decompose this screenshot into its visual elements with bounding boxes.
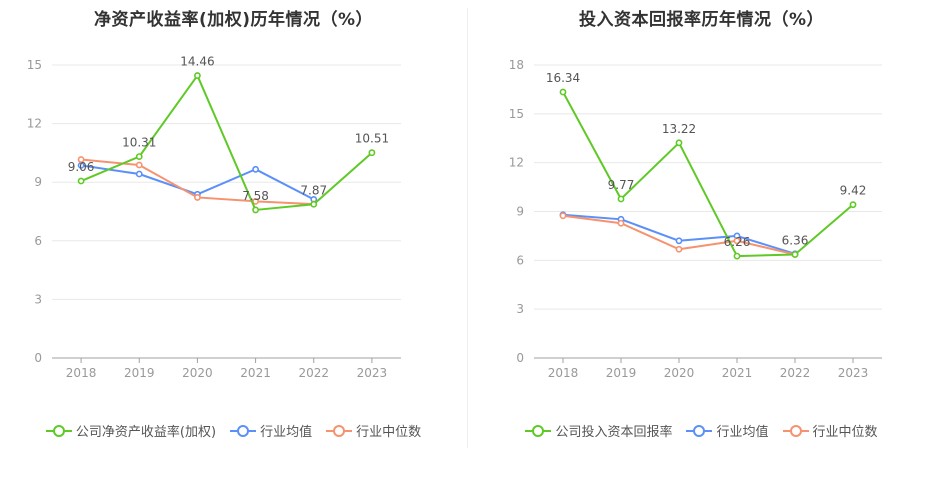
data-label: 9.42 <box>840 184 867 198</box>
series-line-company <box>562 91 854 258</box>
legend-median-label: 行业中位数 <box>812 425 878 440</box>
data-point-median <box>194 194 201 201</box>
roe-chart-title: 净资产收益率(加权)历年情况（%） <box>93 10 374 30</box>
x-tick-label: 2023 <box>357 366 388 380</box>
y-tick-label: 18 <box>509 58 524 72</box>
y-tick-label: 15 <box>509 107 524 121</box>
y-tick-label: 6 <box>516 253 524 267</box>
data-label: 7.58 <box>242 189 269 203</box>
x-tick-label: 2019 <box>606 366 637 380</box>
series-line-company <box>80 74 373 211</box>
y-tick-label: 9 <box>34 175 42 189</box>
data-point-median <box>675 245 683 253</box>
data-point-company <box>559 88 567 96</box>
x-tick-label: 2020 <box>182 366 213 380</box>
roe-chart-legend: 公司净资产收益率(加权) 行业均值 行业中位数 <box>0 421 467 440</box>
legend-avg-line-icon <box>686 424 713 438</box>
roic-chart-plot: 0 3 6 9 12 15 18 2018 2019 2020 2021 2022 2023 16.34 9… <box>509 58 882 380</box>
data-point-median <box>252 197 259 205</box>
data-point-median <box>77 156 85 163</box>
data-point-median <box>135 161 143 169</box>
roic-chart-title: 投入资本回报率历年情况（%） <box>578 10 825 30</box>
roe-chart-plot: 0 3 6 9 12 15 2018 2019 2020 2021 2022 2023 9.06 10.3… <box>27 55 401 380</box>
data-point-company <box>77 177 85 185</box>
data-point-avg <box>252 165 259 173</box>
y-tick-label: 15 <box>27 58 42 72</box>
data-point-company <box>310 200 318 208</box>
data-point-median <box>733 237 741 245</box>
x-tick-label: 2023 <box>838 366 869 380</box>
data-point-company <box>252 206 259 214</box>
x-tick-label: 2021 <box>240 366 271 380</box>
legend-item-industry-median[interactable]: 行业中位数 <box>326 421 421 440</box>
roic-chart-panel: 投入资本回报率历年情况（%） 0 3 6 9 12 15 18 2018 2019 2020 202… <box>468 0 935 480</box>
legend-company-line-icon <box>525 424 552 438</box>
legend-company-label: 公司净资产收益率(加权) <box>75 425 217 440</box>
y-tick-label: 9 <box>516 205 524 219</box>
legend-company-label: 公司投入资本回报率 <box>555 425 673 440</box>
legend-item-company-roic[interactable]: 公司投入资本回报率 <box>525 421 672 440</box>
legend-item-company-roe[interactable]: 公司净资产收益率(加权) <box>45 421 217 440</box>
panel-divider <box>467 8 468 448</box>
legend-median-line-icon <box>326 424 353 438</box>
data-label: 9.06 <box>68 160 95 174</box>
legend-median-label: 行业中位数 <box>356 425 422 440</box>
data-point-company <box>849 201 857 209</box>
roic-chart-legend: 公司投入资本回报率 行业均值 行业中位数 <box>468 421 935 440</box>
y-tick-label: 0 <box>34 351 42 365</box>
legend-avg-label: 行业均值 <box>260 425 313 440</box>
legend-median-line-icon <box>782 424 809 438</box>
data-point-company <box>135 153 143 161</box>
data-point-avg <box>675 237 683 245</box>
x-tick-label: 2019 <box>124 366 155 380</box>
data-label: 14.46 <box>180 55 214 69</box>
data-label: 16.34 <box>546 71 580 85</box>
x-tick-label: 2022 <box>780 366 811 380</box>
x-tick-label: 2018 <box>66 366 97 380</box>
x-tick-label: 2020 <box>664 366 695 380</box>
data-point-company <box>617 195 625 203</box>
data-point-median <box>559 212 567 220</box>
data-label: 10.51 <box>355 132 389 146</box>
legend-avg-label: 行业均值 <box>716 425 769 440</box>
x-tick-label: 2018 <box>548 366 579 380</box>
y-tick-label: 12 <box>509 156 524 170</box>
data-point-company <box>368 149 376 157</box>
legend-company-line-icon <box>45 424 72 438</box>
y-tick-label: 12 <box>27 117 42 131</box>
legend-item-industry-avg[interactable]: 行业均值 <box>230 421 312 440</box>
data-point-avg <box>135 170 143 178</box>
x-tick-label: 2021 <box>722 366 753 380</box>
data-point-company <box>194 72 201 79</box>
y-tick-label: 3 <box>34 292 42 306</box>
data-label: 10.31 <box>122 136 156 150</box>
data-label: 6.36 <box>782 233 809 247</box>
y-tick-label: 3 <box>516 302 524 316</box>
legend-avg-line-icon <box>230 424 257 438</box>
data-label: 6.26 <box>724 235 751 249</box>
y-tick-label: 0 <box>516 351 524 365</box>
data-label: 7.87 <box>300 183 327 197</box>
legend-item-industry-median[interactable]: 行业中位数 <box>782 421 878 440</box>
legend-item-industry-avg[interactable]: 行业均值 <box>686 421 769 440</box>
data-point-company <box>791 251 799 258</box>
data-point-company <box>675 139 683 147</box>
roe-chart-panel: 净资产收益率(加权)历年情况（%） 0 3 6 9 12 15 2018 2019 2020 20… <box>0 0 467 480</box>
data-label: 13.22 <box>662 122 696 136</box>
data-point-median <box>617 219 625 227</box>
data-point-company <box>733 252 741 260</box>
y-tick-label: 6 <box>34 234 42 248</box>
x-tick-label: 2022 <box>298 366 329 380</box>
data-label: 9.77 <box>608 178 635 192</box>
